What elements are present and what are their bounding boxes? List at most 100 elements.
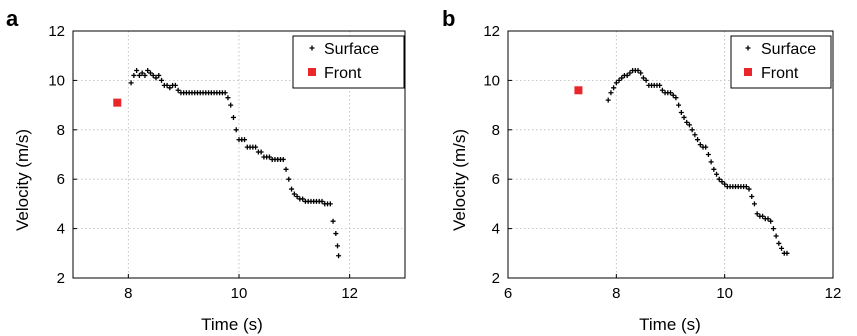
data-point-surface: [692, 132, 698, 138]
y-tick-label-a: 10: [48, 72, 65, 89]
legend-label-surface-b: Surface: [761, 41, 816, 58]
series-front-a: [113, 98, 122, 107]
legend-box-b: [730, 35, 832, 89]
data-point-surface: [330, 218, 336, 224]
x-tick-label-b: 10: [716, 285, 733, 302]
data-point-surface: [670, 92, 676, 98]
data-point-surface: [640, 75, 646, 81]
data-point-surface: [608, 90, 614, 96]
x-tick-label-b: 8: [612, 285, 620, 302]
x-tick-label-a: 8: [124, 285, 132, 302]
data-point-surface: [711, 166, 717, 172]
data-point-front: [574, 86, 583, 95]
data-point-surface: [300, 196, 306, 202]
data-point-surface: [703, 144, 709, 150]
data-point-surface: [673, 95, 679, 101]
data-point-surface: [616, 77, 622, 83]
data-point-surface: [228, 102, 234, 108]
x-tick-label-b: 6: [504, 285, 512, 302]
y-axis-label-b: Velocity (m/s): [450, 129, 469, 231]
data-point-surface: [619, 75, 625, 81]
data-point-surface: [286, 176, 292, 182]
data-point-surface: [258, 149, 264, 155]
data-point-surface: [222, 90, 228, 96]
legend-marker-surface: [745, 45, 751, 51]
y-tick-label-a: 4: [57, 221, 65, 238]
data-point-surface: [719, 179, 725, 185]
data-point-surface: [784, 250, 790, 256]
series-surface-b: [605, 68, 790, 256]
y-tick-label-a: 2: [57, 270, 65, 287]
panel-label-b: b: [442, 6, 455, 31]
y-tick-label-b: 6: [492, 171, 500, 188]
data-point-surface: [159, 77, 165, 83]
data-point-surface: [611, 85, 617, 91]
legend-markers-a: [308, 45, 316, 76]
data-point-surface: [768, 218, 774, 224]
data-point-surface: [142, 72, 148, 78]
data-point-surface: [722, 181, 728, 187]
data-point-surface: [230, 114, 236, 120]
data-point-surface: [686, 122, 692, 128]
data-point-surface: [635, 68, 641, 74]
data-point-surface: [167, 85, 173, 91]
data-point-surface: [770, 226, 776, 232]
data-point-surface: [253, 144, 259, 150]
x-tick-label-b: 12: [825, 285, 842, 302]
data-point-surface: [336, 253, 342, 259]
data-point-surface: [153, 75, 159, 81]
data-point-surface: [638, 70, 644, 76]
data-point-surface: [714, 171, 720, 177]
data-point-surface: [139, 70, 145, 76]
legend-marker-surface: [309, 45, 315, 51]
y-axis-label-a: Velocity (m/s): [13, 129, 32, 231]
data-point-surface: [225, 95, 231, 101]
data-point-surface: [684, 119, 690, 125]
legend-marker-front: [744, 68, 752, 76]
legend-markers-b: [744, 45, 752, 76]
data-point-surface: [754, 211, 760, 217]
y-tick-label-b: 2: [492, 270, 500, 287]
series-front-b: [574, 86, 583, 95]
x-tick-label-a: 12: [341, 285, 358, 302]
data-point-surface: [145, 68, 151, 74]
legend-label-front-b: Front: [761, 65, 799, 82]
legend-label-surface-a: Surface: [324, 41, 379, 58]
data-point-surface: [668, 90, 673, 96]
data-point-surface: [175, 87, 181, 93]
data-point-surface: [327, 201, 333, 207]
data-point-surface: [695, 137, 701, 143]
data-point-surface: [627, 70, 633, 76]
data-point-surface: [136, 72, 142, 78]
legend-label-front-a: Front: [324, 65, 362, 82]
x-tick-label-a: 10: [231, 285, 248, 302]
data-point-surface: [643, 77, 649, 83]
y-tick-label-a: 8: [57, 122, 65, 139]
data-point-surface: [291, 191, 297, 197]
data-point-surface: [242, 137, 248, 143]
data-point-surface: [131, 72, 137, 78]
data-point-surface: [681, 114, 687, 120]
x-axis-label-a: Time (s): [201, 315, 263, 334]
data-point-surface: [659, 87, 665, 93]
data-point-surface: [605, 97, 611, 103]
legend-marker-front: [308, 68, 316, 76]
legend-a: Surface Front: [292, 35, 405, 89]
data-point-surface: [746, 186, 752, 192]
data-point-surface: [147, 70, 153, 76]
data-point-surface: [172, 82, 178, 88]
data-point-surface: [657, 82, 663, 88]
y-tick-label-b: 4: [492, 221, 500, 238]
data-point-surface: [697, 142, 703, 148]
data-point-surface: [334, 243, 340, 249]
data-point-surface: [689, 127, 695, 133]
data-point-surface: [319, 198, 325, 204]
data-point-surface: [164, 82, 170, 88]
legend-box-a: [292, 35, 405, 89]
data-point-surface: [283, 166, 289, 172]
data-point-surface: [716, 176, 722, 182]
axes-frame-a: [72, 30, 406, 279]
data-point-surface: [749, 193, 755, 199]
